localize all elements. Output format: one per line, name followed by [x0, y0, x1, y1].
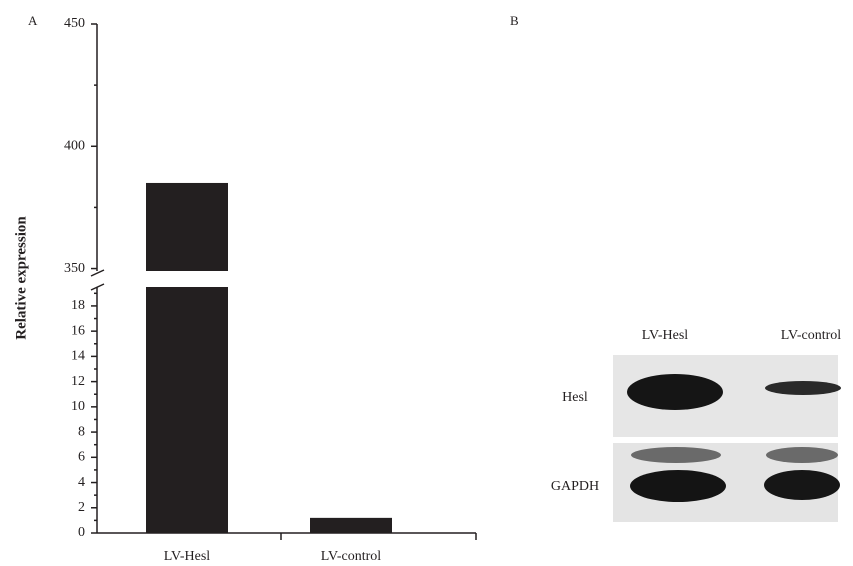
y-tick-label: 14: [71, 349, 85, 364]
bar: [146, 183, 228, 271]
row-label: Hesl: [562, 390, 588, 405]
lane-label: LV-Hesl: [642, 328, 689, 343]
y-tick-label: 12: [71, 374, 85, 389]
y-axis-label: Relative expression: [13, 216, 29, 340]
x-tick-label: LV-control: [321, 549, 382, 564]
bar: [146, 287, 228, 533]
y-tick-label: 2: [78, 500, 85, 515]
western-blot: [613, 355, 841, 522]
band: [765, 381, 841, 395]
panel-label: B: [510, 13, 519, 28]
band: [764, 470, 840, 500]
y-tick-label: 350: [64, 261, 85, 276]
figure: A B Relative expression LV-Hesl LV-contr…: [0, 0, 853, 566]
y-tick-label: 10: [71, 399, 85, 414]
y-tick-label: 18: [71, 298, 85, 313]
panel-label: A: [28, 13, 38, 28]
bar: [310, 518, 392, 533]
y-tick-label: 16: [71, 323, 85, 338]
lane-label: LV-control: [781, 328, 842, 343]
y-tick-label: 8: [78, 424, 85, 439]
y-tick-label: 450: [64, 16, 85, 31]
band: [766, 447, 838, 463]
y-tick-label: 4: [78, 475, 85, 490]
y-tick-label: 6: [78, 450, 85, 465]
y-tick-label: 400: [64, 138, 85, 153]
row-label: GAPDH: [551, 479, 599, 494]
y-tick-label: 0: [78, 525, 85, 540]
x-tick-label: LV-Hesl: [164, 549, 211, 564]
band: [627, 374, 723, 410]
band: [631, 447, 721, 463]
band: [630, 470, 726, 502]
